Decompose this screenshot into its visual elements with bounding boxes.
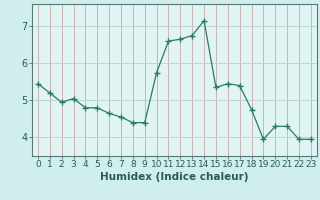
X-axis label: Humidex (Indice chaleur): Humidex (Indice chaleur) bbox=[100, 172, 249, 182]
